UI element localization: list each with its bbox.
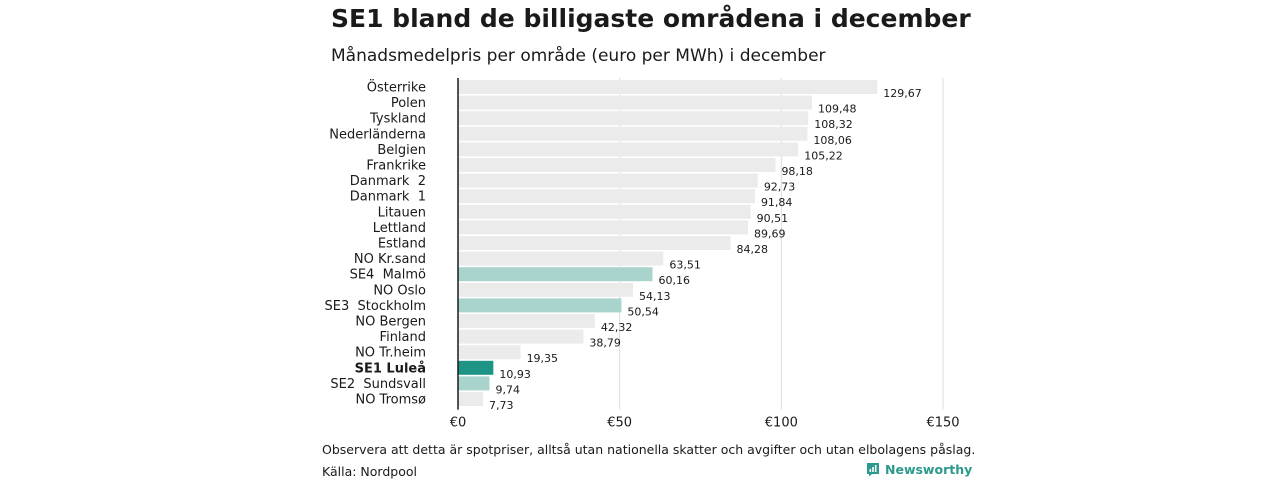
bar-16 xyxy=(458,329,584,344)
chart-title: SE1 bland de billigaste områdena i decem… xyxy=(331,4,971,33)
value-label-3: 108,06 xyxy=(813,134,852,147)
x-tick-label-0: €0 xyxy=(450,416,467,431)
bar-13 xyxy=(458,282,634,297)
category-label-18: SE1 Luleå xyxy=(355,361,426,376)
bar-11 xyxy=(458,251,664,266)
value-label-1: 109,48 xyxy=(818,103,857,116)
bar-3 xyxy=(458,126,808,141)
bar-18 xyxy=(458,360,494,375)
bar-7 xyxy=(458,189,755,204)
category-label-8: Litauen xyxy=(378,205,426,220)
value-label-11: 63,51 xyxy=(669,259,701,272)
value-label-17: 19,35 xyxy=(527,352,559,365)
value-label-8: 90,51 xyxy=(757,212,789,225)
category-label-15: NO Bergen xyxy=(355,315,426,330)
category-label-13: NO Oslo xyxy=(373,283,426,298)
footnote: Observera att detta är spotpriser, allts… xyxy=(322,442,976,457)
bar-4 xyxy=(458,142,799,157)
value-label-13: 54,13 xyxy=(639,290,671,303)
value-label-16: 38,79 xyxy=(589,337,621,350)
value-label-9: 89,69 xyxy=(754,227,786,240)
bar-14 xyxy=(458,298,622,313)
category-label-5: Frankrike xyxy=(366,159,426,174)
value-label-12: 60,16 xyxy=(659,274,691,287)
value-label-2: 108,32 xyxy=(814,118,853,131)
category-label-20: NO Tromsø xyxy=(355,393,426,408)
bar-19 xyxy=(458,376,490,391)
category-label-11: NO Kr.sand xyxy=(354,252,426,267)
category-label-0: Österrike xyxy=(367,79,426,96)
chart-subtitle: Månadsmedelpris per område (euro per MWh… xyxy=(331,46,826,66)
category-label-14: SE3 Stockholm xyxy=(325,299,426,314)
value-label-10: 84,28 xyxy=(737,243,769,256)
value-label-15: 42,32 xyxy=(601,321,633,334)
newsworthy-logo-icon xyxy=(867,463,879,477)
x-tick-label-2: €100 xyxy=(765,416,798,431)
category-label-16: Finland xyxy=(380,330,426,345)
bar-6 xyxy=(458,173,758,188)
category-label-6: Danmark 2 xyxy=(350,174,426,189)
bar-15 xyxy=(458,314,595,328)
bar-9 xyxy=(458,220,748,235)
bar-1 xyxy=(458,95,812,110)
category-label-7: Danmark 1 xyxy=(350,190,426,205)
bar-8 xyxy=(458,204,751,219)
category-label-12: SE4 Malmö xyxy=(350,268,426,283)
value-label-4: 105,22 xyxy=(804,149,843,162)
value-label-19: 9,74 xyxy=(495,383,520,396)
category-label-17: NO Tr.heim xyxy=(355,346,426,361)
x-tick-label-3: €150 xyxy=(926,416,959,431)
category-label-19: SE2 Sundsvall xyxy=(330,377,426,392)
category-label-10: Estland xyxy=(378,237,426,252)
bar-12 xyxy=(458,267,653,282)
bar-chart: Österrike 129,67 Polen 109,48 Tyskland 108,32… xyxy=(325,78,960,431)
value-label-6: 92,73 xyxy=(764,181,796,194)
category-label-3: Nederländerna xyxy=(329,127,426,142)
value-label-0: 129,67 xyxy=(883,87,922,100)
category-label-1: Polen xyxy=(391,96,426,111)
bar-10 xyxy=(458,236,731,250)
bar-20 xyxy=(458,392,483,406)
value-label-20: 7,73 xyxy=(489,399,514,412)
category-label-9: Lettland xyxy=(373,221,426,236)
brand-logo[interactable]: Newsworthy xyxy=(866,462,972,477)
category-label-2: Tyskland xyxy=(369,112,426,127)
bar-0 xyxy=(458,80,878,94)
x-tick-label-1: €50 xyxy=(607,416,632,431)
bar-2 xyxy=(458,111,809,126)
brand-name: Newsworthy xyxy=(885,462,973,477)
bar-5 xyxy=(458,158,776,172)
bar-17 xyxy=(458,345,521,360)
value-label-14: 50,54 xyxy=(627,305,659,318)
source-note: Källa: Nordpool xyxy=(322,464,417,479)
category-label-4: Belgien xyxy=(377,143,426,158)
value-label-5: 98,18 xyxy=(781,165,813,178)
value-label-18: 10,93 xyxy=(499,368,531,381)
value-label-7: 91,84 xyxy=(761,196,793,209)
